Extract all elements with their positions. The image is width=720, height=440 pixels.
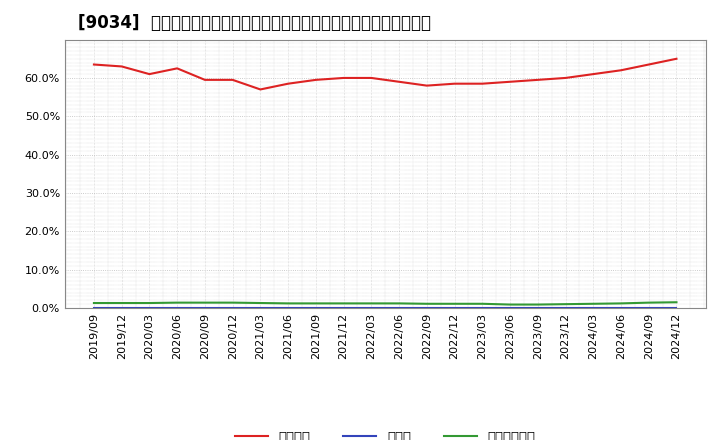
のれん <box>228 305 237 311</box>
自己資本 <box>616 68 625 73</box>
繰延税金資産 <box>616 301 625 306</box>
繰延税金資産 <box>423 301 431 306</box>
自己資本 <box>284 81 292 86</box>
のれん <box>339 305 348 311</box>
繰延税金資産 <box>145 301 154 306</box>
のれん <box>450 305 459 311</box>
自己資本 <box>201 77 210 82</box>
のれん <box>616 305 625 311</box>
繰延税金資産 <box>450 301 459 306</box>
自己資本 <box>478 81 487 86</box>
繰延税金資産 <box>505 302 514 307</box>
繰延税金資産 <box>201 300 210 305</box>
繰延税金資産 <box>672 300 681 305</box>
繰延税金資産 <box>339 301 348 306</box>
のれん <box>672 305 681 311</box>
繰延税金資産 <box>312 301 320 306</box>
自己資本 <box>672 56 681 62</box>
のれん <box>117 305 126 311</box>
のれん <box>478 305 487 311</box>
繰延税金資産 <box>256 301 265 306</box>
のれん <box>505 305 514 311</box>
のれん <box>145 305 154 311</box>
繰延税金資産 <box>367 301 376 306</box>
自己資本 <box>117 64 126 69</box>
のれん <box>423 305 431 311</box>
自己資本 <box>589 71 598 77</box>
のれん <box>589 305 598 311</box>
繰延税金資産 <box>89 301 98 306</box>
自己資本 <box>256 87 265 92</box>
のれん <box>173 305 181 311</box>
のれん <box>284 305 292 311</box>
自己資本 <box>173 66 181 71</box>
Text: [9034]  自己資本、のれん、繰延税金資産の総資産に対する比率の推移: [9034] 自己資本、のれん、繰延税金資産の総資産に対する比率の推移 <box>78 15 431 33</box>
のれん <box>201 305 210 311</box>
自己資本 <box>145 71 154 77</box>
Line: 繰延税金資産: 繰延税金資産 <box>94 302 677 304</box>
自己資本 <box>339 75 348 81</box>
繰延税金資産 <box>478 301 487 306</box>
自己資本 <box>450 81 459 86</box>
繰延税金資産 <box>395 301 403 306</box>
自己資本 <box>534 77 542 82</box>
自己資本 <box>395 79 403 84</box>
繰延税金資産 <box>589 301 598 306</box>
繰延税金資産 <box>284 301 292 306</box>
繰延税金資産 <box>534 302 542 307</box>
Line: 自己資本: 自己資本 <box>94 59 677 89</box>
繰延税金資産 <box>644 300 653 305</box>
Legend: 自己資本, のれん, 繰延税金資産: 自己資本, のれん, 繰延税金資産 <box>230 425 541 440</box>
のれん <box>534 305 542 311</box>
自己資本 <box>505 79 514 84</box>
繰延税金資産 <box>561 301 570 307</box>
のれん <box>89 305 98 311</box>
のれん <box>256 305 265 311</box>
自己資本 <box>228 77 237 82</box>
のれん <box>312 305 320 311</box>
自己資本 <box>644 62 653 67</box>
のれん <box>561 305 570 311</box>
繰延税金資産 <box>173 300 181 305</box>
のれん <box>367 305 376 311</box>
自己資本 <box>312 77 320 82</box>
繰延税金資産 <box>117 301 126 306</box>
のれん <box>644 305 653 311</box>
繰延税金資産 <box>228 300 237 305</box>
自己資本 <box>89 62 98 67</box>
自己資本 <box>561 75 570 81</box>
のれん <box>395 305 403 311</box>
自己資本 <box>367 75 376 81</box>
自己資本 <box>423 83 431 88</box>
